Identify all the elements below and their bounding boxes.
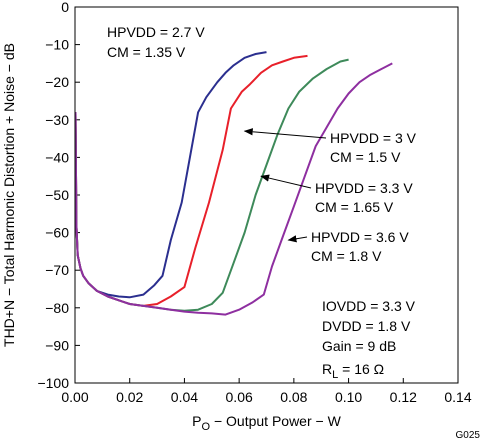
x-tick-label: 0.02 (116, 389, 143, 405)
series-line-2 (74, 54, 308, 307)
x-tick-label: 0.12 (390, 389, 417, 405)
load-resistance: RL = 16 Ω (322, 361, 384, 381)
series-label-1: CM = 1.35 V (107, 44, 186, 60)
condition-line: IOVDD = 3.3 V (322, 298, 416, 314)
plot-area-frame (74, 6, 459, 384)
series-label-1: HPVDD = 2.7 V (107, 24, 205, 40)
y-tick-label: −90 (45, 337, 69, 353)
series-annotations: HPVDD = 2.7 V CM = 1.35 V HPVDD = 3 V CM = … (107, 24, 417, 264)
series-label-2: CM = 1.5 V (330, 149, 401, 165)
series-arrow-2 (243, 128, 327, 139)
x-tick-label: 0.06 (226, 389, 253, 405)
x-axis-title: PO − Output Power − W (192, 413, 341, 433)
y-tick-label: −60 (45, 225, 69, 241)
y-axis-title: THD+N − Total Harmonic Distortion + Nois… (1, 43, 17, 347)
y-tick-label: −80 (45, 300, 69, 316)
condition-line: DVDD = 1.8 V (322, 318, 411, 334)
series-line-4 (74, 62, 393, 316)
series-label-3: HPVDD = 3.3 V (315, 180, 413, 196)
figure-id: G025 (456, 430, 481, 441)
y-tick-label: −20 (45, 74, 69, 90)
series-line-1 (74, 51, 267, 299)
x-tick-label: 0.14 (444, 389, 471, 405)
series-label-4: HPVDD = 3.6 V (311, 229, 409, 245)
x-tick-label: 0.04 (171, 389, 198, 405)
axis-ticks: 0.00 0.02 0.04 0.06 0.08 0.10 0.12 0.14 0 −10 −20 −… (37, 0, 471, 405)
test-conditions: IOVDD = 3.3 V DVDD = 1.8 V Gain = 9 dB RL =… (322, 298, 416, 381)
x-tick-label: 0.08 (280, 389, 307, 405)
y-tick-label: 0 (61, 0, 69, 15)
y-tick-label: −100 (37, 375, 69, 391)
x-tick-label: 0.00 (61, 389, 88, 405)
condition-line: Gain = 9 dB (322, 338, 396, 354)
series-line-3 (74, 58, 349, 312)
series-label-2: HPVDD = 3 V (330, 130, 417, 146)
series-lines (74, 51, 393, 316)
y-tick-label: −30 (45, 112, 69, 128)
series-arrow-4 (287, 235, 308, 243)
x-tick-label: 0.10 (335, 389, 362, 405)
series-label-4: CM = 1.8 V (311, 248, 382, 264)
y-tick-label: −50 (45, 187, 69, 203)
series-arrow-3 (260, 174, 312, 189)
y-tick-label: −70 (45, 262, 69, 278)
y-tick-label: −10 (45, 37, 69, 53)
series-label-3: CM = 1.65 V (315, 199, 394, 215)
y-tick-label: −40 (45, 149, 69, 165)
